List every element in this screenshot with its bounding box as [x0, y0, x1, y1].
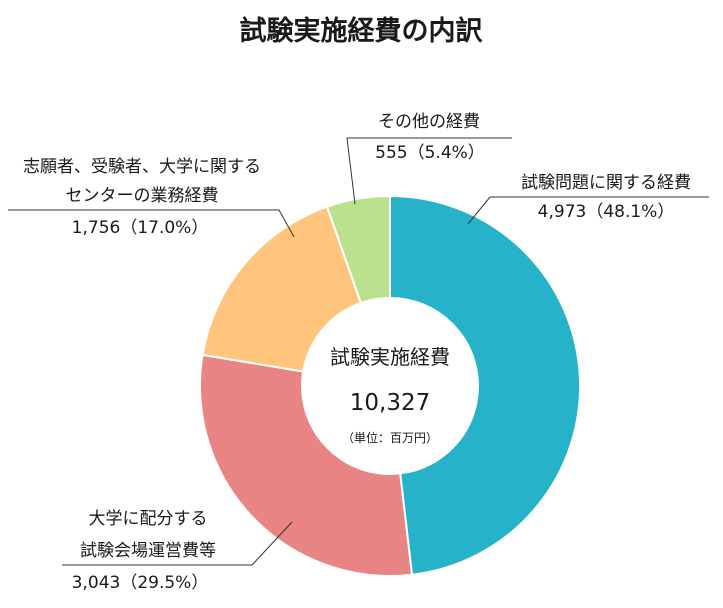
slice-value-label: 555（5.4%） [375, 143, 485, 163]
center-total: 10,327 [350, 390, 430, 416]
slice-value-label: 1,756（17.0%） [72, 218, 209, 238]
leader-line [8, 209, 295, 238]
pie-slice [389, 194, 581, 576]
slice-label: 志願者、受験者、大学に関する [23, 157, 261, 177]
slice-label: その他の経費 [378, 112, 480, 132]
slice-label: センターの業務経費 [66, 186, 219, 206]
slice-label: 試験会場運営費等 [80, 541, 216, 561]
chart-title: 試験実施経費の内訳 [240, 15, 484, 47]
center-label: 試験実施経費 [330, 345, 450, 369]
leader-line [62, 521, 293, 566]
leader-lines [8, 137, 709, 566]
leader-line [467, 196, 709, 225]
slice-value-label: 4,973（48.1%） [538, 202, 675, 222]
leader-line [346, 137, 512, 205]
slice-value-label: 3,043（29.5%） [72, 573, 209, 593]
donut-hole [301, 297, 479, 475]
center-unit: （単位：百万円） [342, 430, 438, 445]
slice-label: 大学に配分する [89, 509, 208, 529]
slice-label: 試験問題に関する経費 [521, 173, 691, 193]
